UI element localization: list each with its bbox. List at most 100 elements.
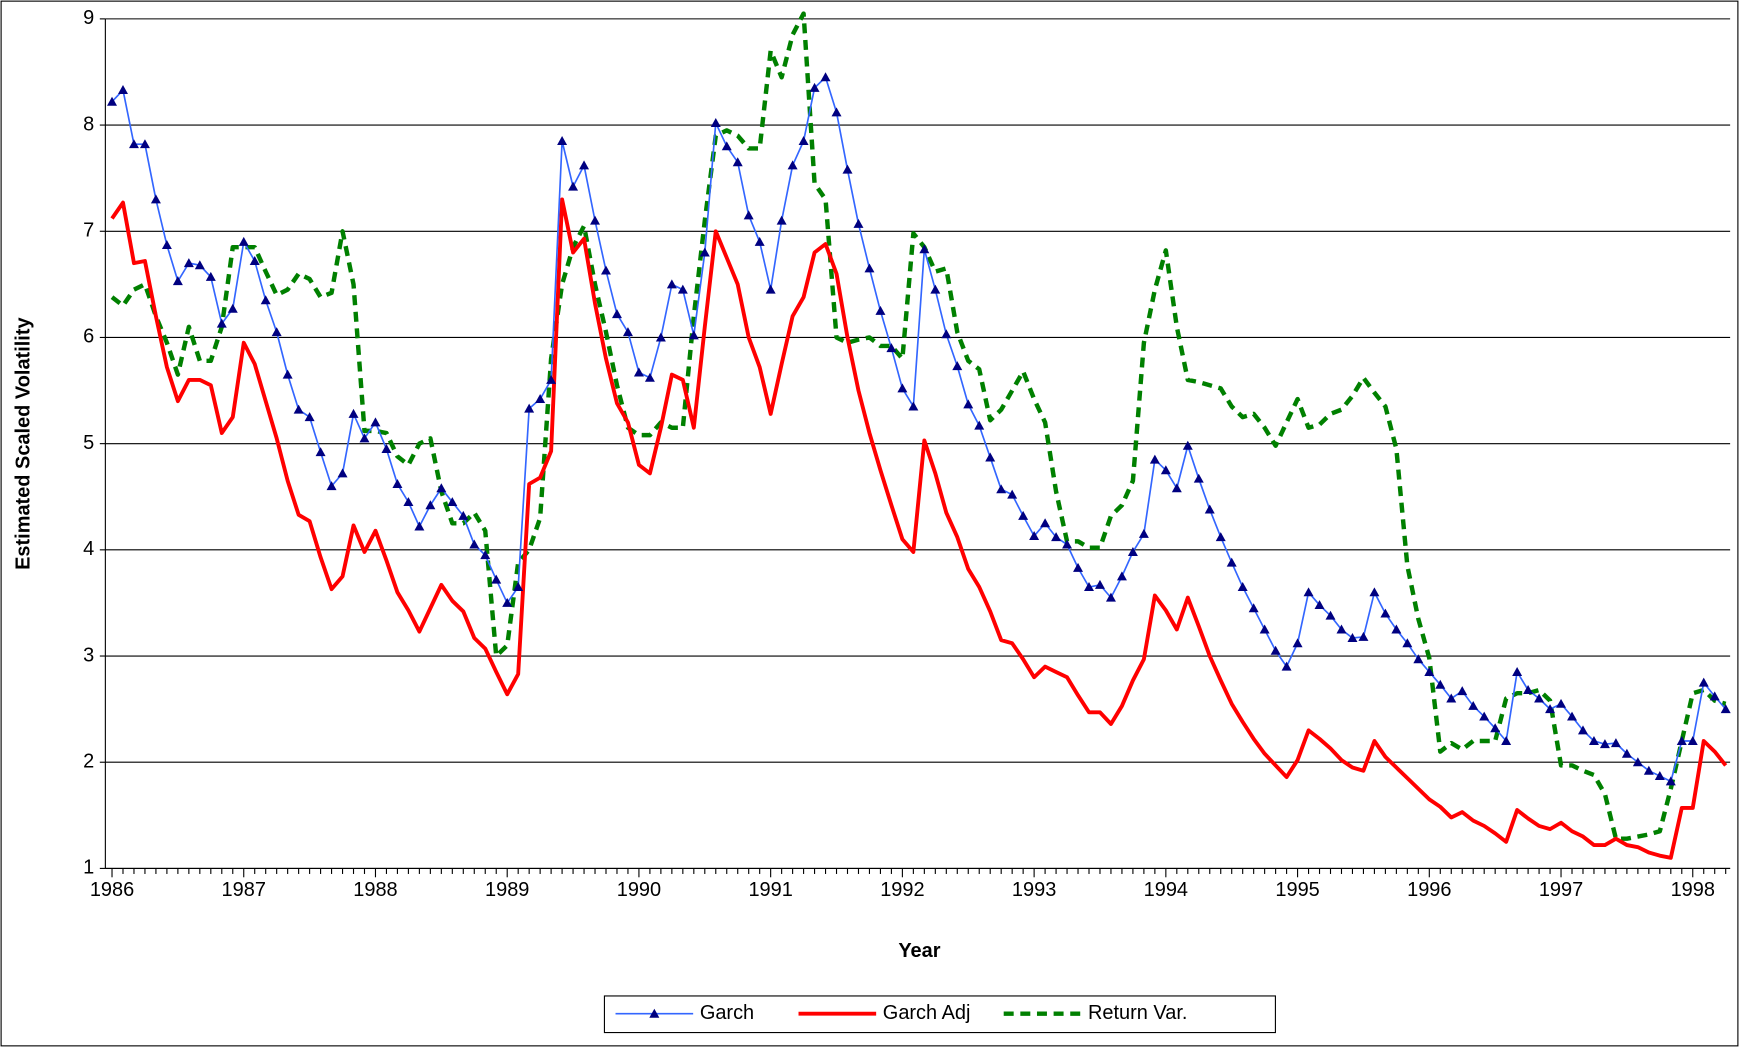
x-tick-label: 1996 (1407, 879, 1451, 901)
y-tick-label: 4 (83, 538, 94, 560)
data-point (172, 276, 183, 286)
data-point (699, 247, 710, 257)
y-tick-label: 7 (83, 220, 94, 242)
data-point (491, 574, 502, 584)
data-point (809, 82, 820, 92)
data-point (721, 141, 732, 151)
data-point (1040, 518, 1051, 528)
data-point (118, 85, 128, 95)
data-point (1687, 735, 1698, 745)
data-point (1676, 735, 1687, 745)
data-point (1084, 582, 1094, 591)
data-point (282, 369, 293, 379)
data-point (183, 258, 194, 268)
data-point (304, 412, 315, 422)
data-point (436, 483, 447, 493)
data-point (601, 265, 611, 275)
data-point (1281, 661, 1292, 671)
data-point (1446, 693, 1457, 703)
data-point (622, 327, 633, 337)
data-point (875, 305, 886, 315)
data-point (337, 468, 348, 478)
y-tick-label: 3 (83, 644, 94, 666)
data-point (293, 404, 304, 414)
y-tick-label: 1 (83, 857, 94, 879)
legend-label: Garch (700, 1002, 754, 1024)
y-tick-label: 2 (83, 750, 94, 772)
data-point (1314, 600, 1325, 610)
data-point (864, 263, 875, 273)
data-point (1215, 532, 1226, 542)
data-point (414, 521, 425, 531)
y-tick-label: 9 (83, 7, 94, 29)
data-point (633, 367, 644, 377)
x-tick-label: 1988 (353, 879, 397, 901)
data-point (974, 420, 985, 430)
data-point (1720, 704, 1731, 714)
data-point (139, 139, 150, 149)
data-point (238, 236, 249, 246)
x-tick-label: 1986 (90, 879, 134, 901)
data-point (1567, 711, 1577, 721)
data-point (469, 539, 480, 549)
data-point (568, 181, 579, 191)
legend-label: Return Var. (1088, 1002, 1187, 1024)
data-point (1193, 473, 1204, 483)
data-point (370, 417, 381, 427)
data-point (732, 157, 743, 167)
data-point (1534, 693, 1545, 703)
x-tick-label: 1992 (880, 879, 924, 901)
data-point (1709, 691, 1720, 701)
data-point (1270, 645, 1281, 655)
data-point (952, 361, 963, 371)
data-point (359, 433, 370, 443)
data-point (1424, 666, 1435, 676)
data-point (480, 550, 491, 560)
legend-box (603, 995, 1276, 1034)
data-point (1588, 735, 1599, 745)
data-point (1468, 700, 1479, 710)
series-line (111, 76, 1727, 783)
data-point (710, 117, 721, 127)
data-point (754, 236, 765, 246)
data-point (1226, 557, 1237, 567)
y-axis-title: Estimated Scaled Volatility (13, 317, 35, 569)
x-tick-label: 1997 (1539, 879, 1583, 901)
data-point (897, 383, 908, 393)
plot-area (107, 11, 1731, 860)
data-point (963, 399, 974, 409)
data-point (919, 244, 930, 254)
data-point (381, 443, 392, 453)
data-point (1632, 757, 1643, 767)
data-point (513, 582, 524, 591)
data-point (524, 403, 535, 413)
data-point (1182, 440, 1193, 450)
x-tick-label: 1993 (1012, 879, 1056, 901)
data-point (908, 401, 919, 411)
data-point (1248, 603, 1259, 613)
data-point (1358, 631, 1369, 641)
data-point (644, 372, 655, 382)
series-line (110, 11, 1727, 841)
data-point (326, 481, 337, 491)
data-point (458, 510, 469, 520)
data-point (1654, 771, 1665, 781)
data-point (743, 210, 754, 220)
data-point (546, 374, 557, 384)
data-point (776, 215, 787, 225)
data-point (425, 500, 436, 510)
data-point (853, 218, 864, 228)
data-point (1007, 489, 1018, 499)
data-point (348, 408, 359, 418)
data-point (1501, 735, 1512, 745)
data-point (590, 215, 601, 225)
data-point (1698, 677, 1709, 687)
x-tick-label: 1998 (1671, 879, 1715, 901)
x-tick-label: 1987 (222, 879, 266, 901)
data-point (1237, 582, 1248, 591)
data-point (535, 394, 546, 404)
legend: Garch Garch Adj Return Var. (615, 1002, 1187, 1024)
data-point (557, 136, 568, 145)
data-point (941, 329, 952, 339)
